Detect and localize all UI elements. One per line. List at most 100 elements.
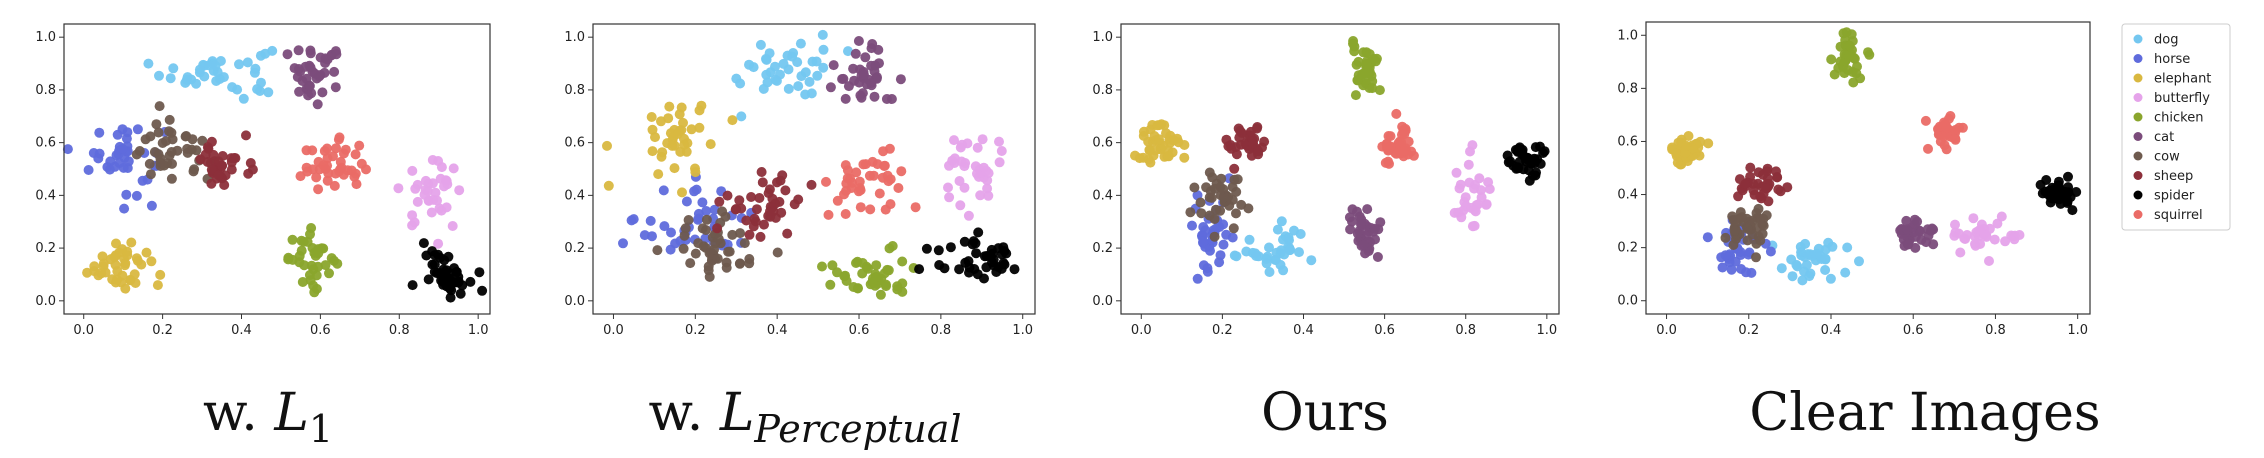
point-squirrel <box>879 161 890 171</box>
point-elephant <box>674 109 685 120</box>
point-elephant <box>1683 131 1694 141</box>
x-tick-label: 0.4 <box>1293 323 1314 338</box>
point-spider <box>996 263 1007 274</box>
point-spider <box>2041 175 2052 185</box>
point-dog <box>1796 247 1807 258</box>
point-dog <box>1264 242 1274 253</box>
point-squirrel <box>867 156 878 167</box>
point-horse <box>131 190 142 201</box>
point-horse <box>628 214 639 225</box>
point-cow <box>151 119 162 130</box>
point-chicken <box>332 258 343 269</box>
point-dog <box>735 78 746 89</box>
point-sheep <box>1745 171 1756 182</box>
point-squirrel <box>301 145 312 156</box>
point-spider <box>1521 156 1532 167</box>
point-squirrel <box>823 209 834 220</box>
point-horse <box>83 165 94 175</box>
point-chicken <box>881 281 891 292</box>
point-chicken <box>867 273 878 284</box>
point-dog <box>812 70 823 81</box>
point-sheep <box>213 156 224 167</box>
point-cow <box>721 262 732 273</box>
y-tick-label: 0.6 <box>1617 134 1638 149</box>
point-butterfly <box>955 200 966 211</box>
point-squirrel <box>361 164 371 175</box>
point-squirrel <box>1957 122 1968 133</box>
point-cow <box>145 169 156 180</box>
point-dog <box>1295 229 1306 239</box>
point-horse <box>639 230 650 241</box>
point-elephant <box>1154 134 1164 145</box>
point-dog <box>795 38 806 49</box>
point-cow <box>1195 197 1206 208</box>
point-chicken <box>871 260 882 271</box>
point-cow <box>1211 178 1222 189</box>
point-horse <box>665 244 676 255</box>
point-spider <box>1511 163 1522 174</box>
point-elephant <box>1134 153 1145 164</box>
point-cow <box>1736 212 1747 223</box>
point-dog <box>1264 267 1275 277</box>
point-chicken <box>1841 27 1852 38</box>
scatter-panel-1: 0.0 0.2 0.4 0.6 0.8 1.0 0.0 0.2 0.4 0.6 0.8 1.0 <box>35 23 491 338</box>
point-butterfly <box>996 146 1007 156</box>
point-butterfly <box>963 210 974 221</box>
point-cow <box>186 144 197 155</box>
point-cow <box>188 166 199 177</box>
point-butterfly <box>427 155 438 165</box>
point-sheep <box>776 207 787 218</box>
point-cow <box>713 234 724 245</box>
point-sheep <box>1772 172 1783 183</box>
caption-script: L <box>273 383 309 443</box>
point-dog <box>143 58 154 69</box>
point-cat <box>329 66 340 77</box>
point-sheep <box>746 192 757 202</box>
point-squirrel <box>322 175 333 186</box>
point-elephant <box>1694 150 1705 161</box>
point-dog <box>234 59 244 70</box>
point-cow <box>727 229 738 240</box>
point-squirrel <box>841 185 852 196</box>
point-squirrel <box>840 160 851 171</box>
y-tick-label: 0.2 <box>1092 241 1113 256</box>
point-horse <box>691 184 702 195</box>
point-spider <box>945 242 956 253</box>
point-cow <box>1196 208 1207 219</box>
x-tick-label: 1.0 <box>1012 323 1033 338</box>
point-cow <box>1204 167 1215 178</box>
point-dog <box>1276 245 1287 256</box>
point-sheep <box>226 164 237 175</box>
point-cat <box>858 69 869 80</box>
point-elephant <box>1681 140 1692 151</box>
ticks: 0.0 0.2 0.4 0.6 0.8 1.0 0.0 0.2 0.4 0.6 0.8 1.0 <box>35 30 488 338</box>
point-squirrel <box>910 202 921 213</box>
point-squirrel <box>821 176 831 187</box>
point-cow <box>678 243 689 254</box>
point-dog <box>1854 256 1864 267</box>
point-sheep <box>757 177 768 188</box>
point-dog <box>811 56 822 67</box>
x-tick-label: 0.6 <box>1374 323 1395 338</box>
point-horse <box>117 144 128 154</box>
point-spider <box>1516 148 1527 159</box>
point-cow <box>744 258 755 269</box>
legend-marker-sheep <box>2133 171 2143 180</box>
point-butterfly <box>1481 199 1492 210</box>
point-cow <box>693 238 704 249</box>
y-tick-label: 1.0 <box>564 30 585 45</box>
point-butterfly <box>448 163 459 174</box>
point-cat <box>1362 204 1373 215</box>
point-elephant <box>109 252 120 263</box>
axes-frame <box>592 23 1036 315</box>
point-cat <box>850 48 861 59</box>
point-dog <box>1840 267 1851 278</box>
legend-marker-elephant <box>2133 73 2143 83</box>
point-chicken <box>1839 68 1850 79</box>
point-butterfly <box>1955 247 1966 258</box>
point-squirrel <box>840 209 851 219</box>
point-cat <box>838 73 849 84</box>
point-dog <box>260 48 271 59</box>
point-dog <box>199 71 210 82</box>
point-butterfly <box>1470 206 1481 217</box>
